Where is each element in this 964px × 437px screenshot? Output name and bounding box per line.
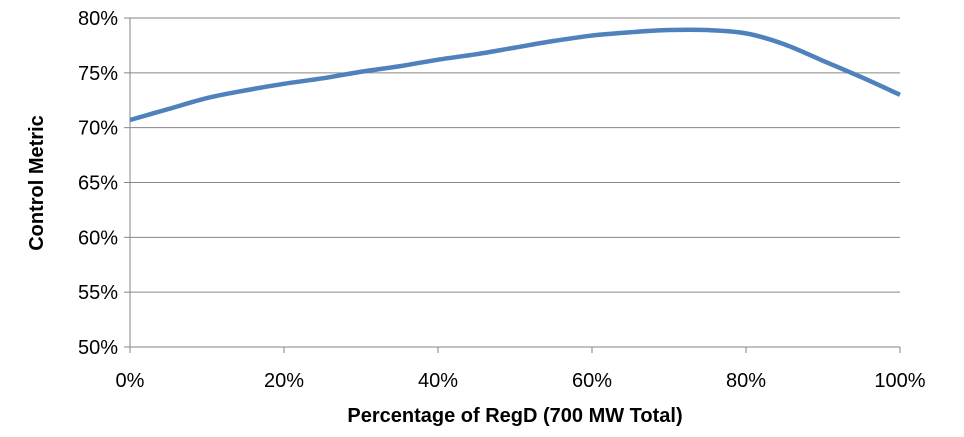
- x-tick-label: 80%: [726, 370, 766, 392]
- y-tick-label: 70%: [78, 118, 118, 140]
- y-tick-label: 55%: [78, 282, 118, 304]
- y-tick-label: 75%: [78, 63, 118, 85]
- y-tick-label: 50%: [78, 337, 118, 359]
- axes: [124, 17, 901, 353]
- series-line-0: [129, 27, 901, 123]
- y-tick-label: 65%: [78, 173, 118, 195]
- grid-lines: [130, 17, 900, 293]
- x-tick-label: 100%: [874, 370, 925, 392]
- y-tick-label: 60%: [78, 227, 118, 249]
- series-layer: [129, 27, 901, 123]
- y-axis-title: Control Metric: [26, 115, 48, 251]
- x-tick-label: 60%: [572, 370, 612, 392]
- y-tick-label: 80%: [78, 8, 118, 30]
- x-tick-label: 40%: [418, 370, 458, 392]
- x-axis-title: Percentage of RegD (700 MW Total): [347, 405, 682, 427]
- x-tick-labels: 0% 20% 40% 60% 80% 100%: [116, 370, 926, 392]
- x-tick-label: 0%: [116, 370, 145, 392]
- y-tick-labels: 50% 55% 60% 65% 70% 75% 80%: [78, 8, 118, 359]
- x-tick-label: 20%: [264, 370, 304, 392]
